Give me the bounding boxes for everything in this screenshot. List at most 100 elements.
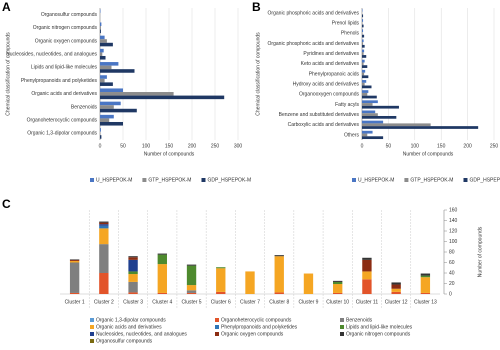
bar-segment <box>69 259 80 260</box>
bar <box>100 114 114 119</box>
legend-label: GDP_HSPEPOK-M <box>207 177 251 183</box>
bar <box>100 26 101 30</box>
bar-segment <box>186 264 197 266</box>
bar-segment <box>157 254 167 265</box>
y-tick-label: Organic oxygen compounds <box>35 38 98 44</box>
x-tick-label: Cluster 12 <box>385 299 408 305</box>
legend-swatch <box>201 178 206 182</box>
bar <box>100 52 103 56</box>
bar <box>100 105 114 109</box>
x-tick-label: 0 <box>361 143 364 149</box>
bar-segment <box>333 284 343 293</box>
bar <box>362 110 376 114</box>
x-tick-label: Cluster 9 <box>298 299 318 305</box>
x-tick-label: 50 <box>120 143 126 149</box>
bar <box>362 69 366 73</box>
x-tick-label: 150 <box>437 143 446 149</box>
bar-segment <box>391 291 401 294</box>
y-tick-label: 20 <box>449 281 455 287</box>
bar-segment <box>420 292 431 294</box>
bar <box>100 42 113 47</box>
bar-segment <box>99 224 109 226</box>
y-tick-label: Organic nitrogen compounds <box>33 25 98 31</box>
bar <box>100 128 101 132</box>
bar <box>100 65 112 70</box>
bar <box>100 92 174 96</box>
bar <box>362 44 365 48</box>
y-tick-label: Phenylpropanoic acids <box>309 71 360 77</box>
bar-segment <box>128 257 138 260</box>
bar <box>362 39 364 43</box>
legend-swatch <box>340 318 344 322</box>
x-tick-label: 300 <box>234 143 243 149</box>
legend-label: Organic oxygen compounds <box>221 331 284 337</box>
bar-segment <box>420 275 431 278</box>
bar <box>100 101 121 106</box>
x-tick-label: 100 <box>411 143 420 149</box>
legend-label: Organic acids and derivatives <box>96 324 162 330</box>
bar <box>100 35 105 40</box>
bar <box>362 92 368 96</box>
bar <box>100 62 119 66</box>
bar <box>362 24 364 28</box>
bar-segment <box>99 222 109 225</box>
legend-label: U_HSPEPOK-M <box>358 177 394 183</box>
legend-swatch <box>142 178 147 182</box>
bar-segment <box>186 265 197 286</box>
y-tick-label: 140 <box>449 218 458 224</box>
y-tick-label: 160 <box>449 207 458 213</box>
x-tick-label: Cluster 8 <box>269 299 289 305</box>
bar <box>100 48 104 53</box>
bar-segment <box>186 290 197 293</box>
legend-label: GTP_HSPEPOK-M <box>410 177 453 183</box>
x-tick-label: 200 <box>188 143 197 149</box>
bar-segment <box>69 260 80 263</box>
bar <box>362 32 363 35</box>
bar <box>362 100 378 104</box>
y-tick-label: Benzenoids <box>71 104 98 110</box>
panel-label: C <box>2 197 11 211</box>
bar <box>362 49 365 53</box>
legend-label: Phenylpropanoids and polyketides <box>221 324 298 330</box>
bar-segment <box>186 285 197 291</box>
bar <box>362 62 364 66</box>
bar-segment <box>186 292 197 294</box>
legend-swatch <box>215 332 219 336</box>
bar <box>362 130 373 134</box>
bar <box>362 80 367 83</box>
bar-segment <box>69 259 80 261</box>
bar <box>362 103 373 106</box>
bar-segment <box>333 281 343 285</box>
legend-swatch <box>90 178 94 182</box>
legend-swatch <box>340 332 344 336</box>
x-tick-label: Cluster 4 <box>152 299 172 305</box>
legend-swatch <box>404 178 409 182</box>
y-tick-label: Phenols <box>341 31 360 37</box>
y-tick-label: Benzene and substituted derivatives <box>279 112 360 118</box>
bar-segment <box>69 292 80 294</box>
y-tick-label: 60 <box>449 260 455 266</box>
bar-segment <box>420 273 431 276</box>
bar-segment <box>303 273 314 294</box>
x-axis-label: Number of compounds <box>144 151 195 157</box>
bar <box>362 85 372 89</box>
legend-swatch <box>90 332 94 336</box>
legend-label: GTP_HSPEPOK-M <box>148 177 191 183</box>
legend-label: Lipids and lipid-like molecules <box>346 324 413 330</box>
y-tick-label: Lipids and lipid-like molecules <box>31 65 98 71</box>
bar <box>362 115 397 119</box>
bar-segment <box>333 292 343 294</box>
bar-segment <box>391 288 401 292</box>
bar <box>362 21 363 25</box>
y-tick-label: 80 <box>449 249 455 255</box>
x-axis-label: Number of compounds <box>403 151 454 157</box>
bar <box>362 72 365 76</box>
bar <box>362 105 399 109</box>
bar <box>362 120 384 124</box>
x-tick-label: 250 <box>211 143 220 149</box>
y-tick-label: Fatty acyls <box>335 102 359 108</box>
y-tick-label: Others <box>344 132 360 138</box>
bar-segment <box>99 221 109 223</box>
bar-segment <box>128 259 138 272</box>
